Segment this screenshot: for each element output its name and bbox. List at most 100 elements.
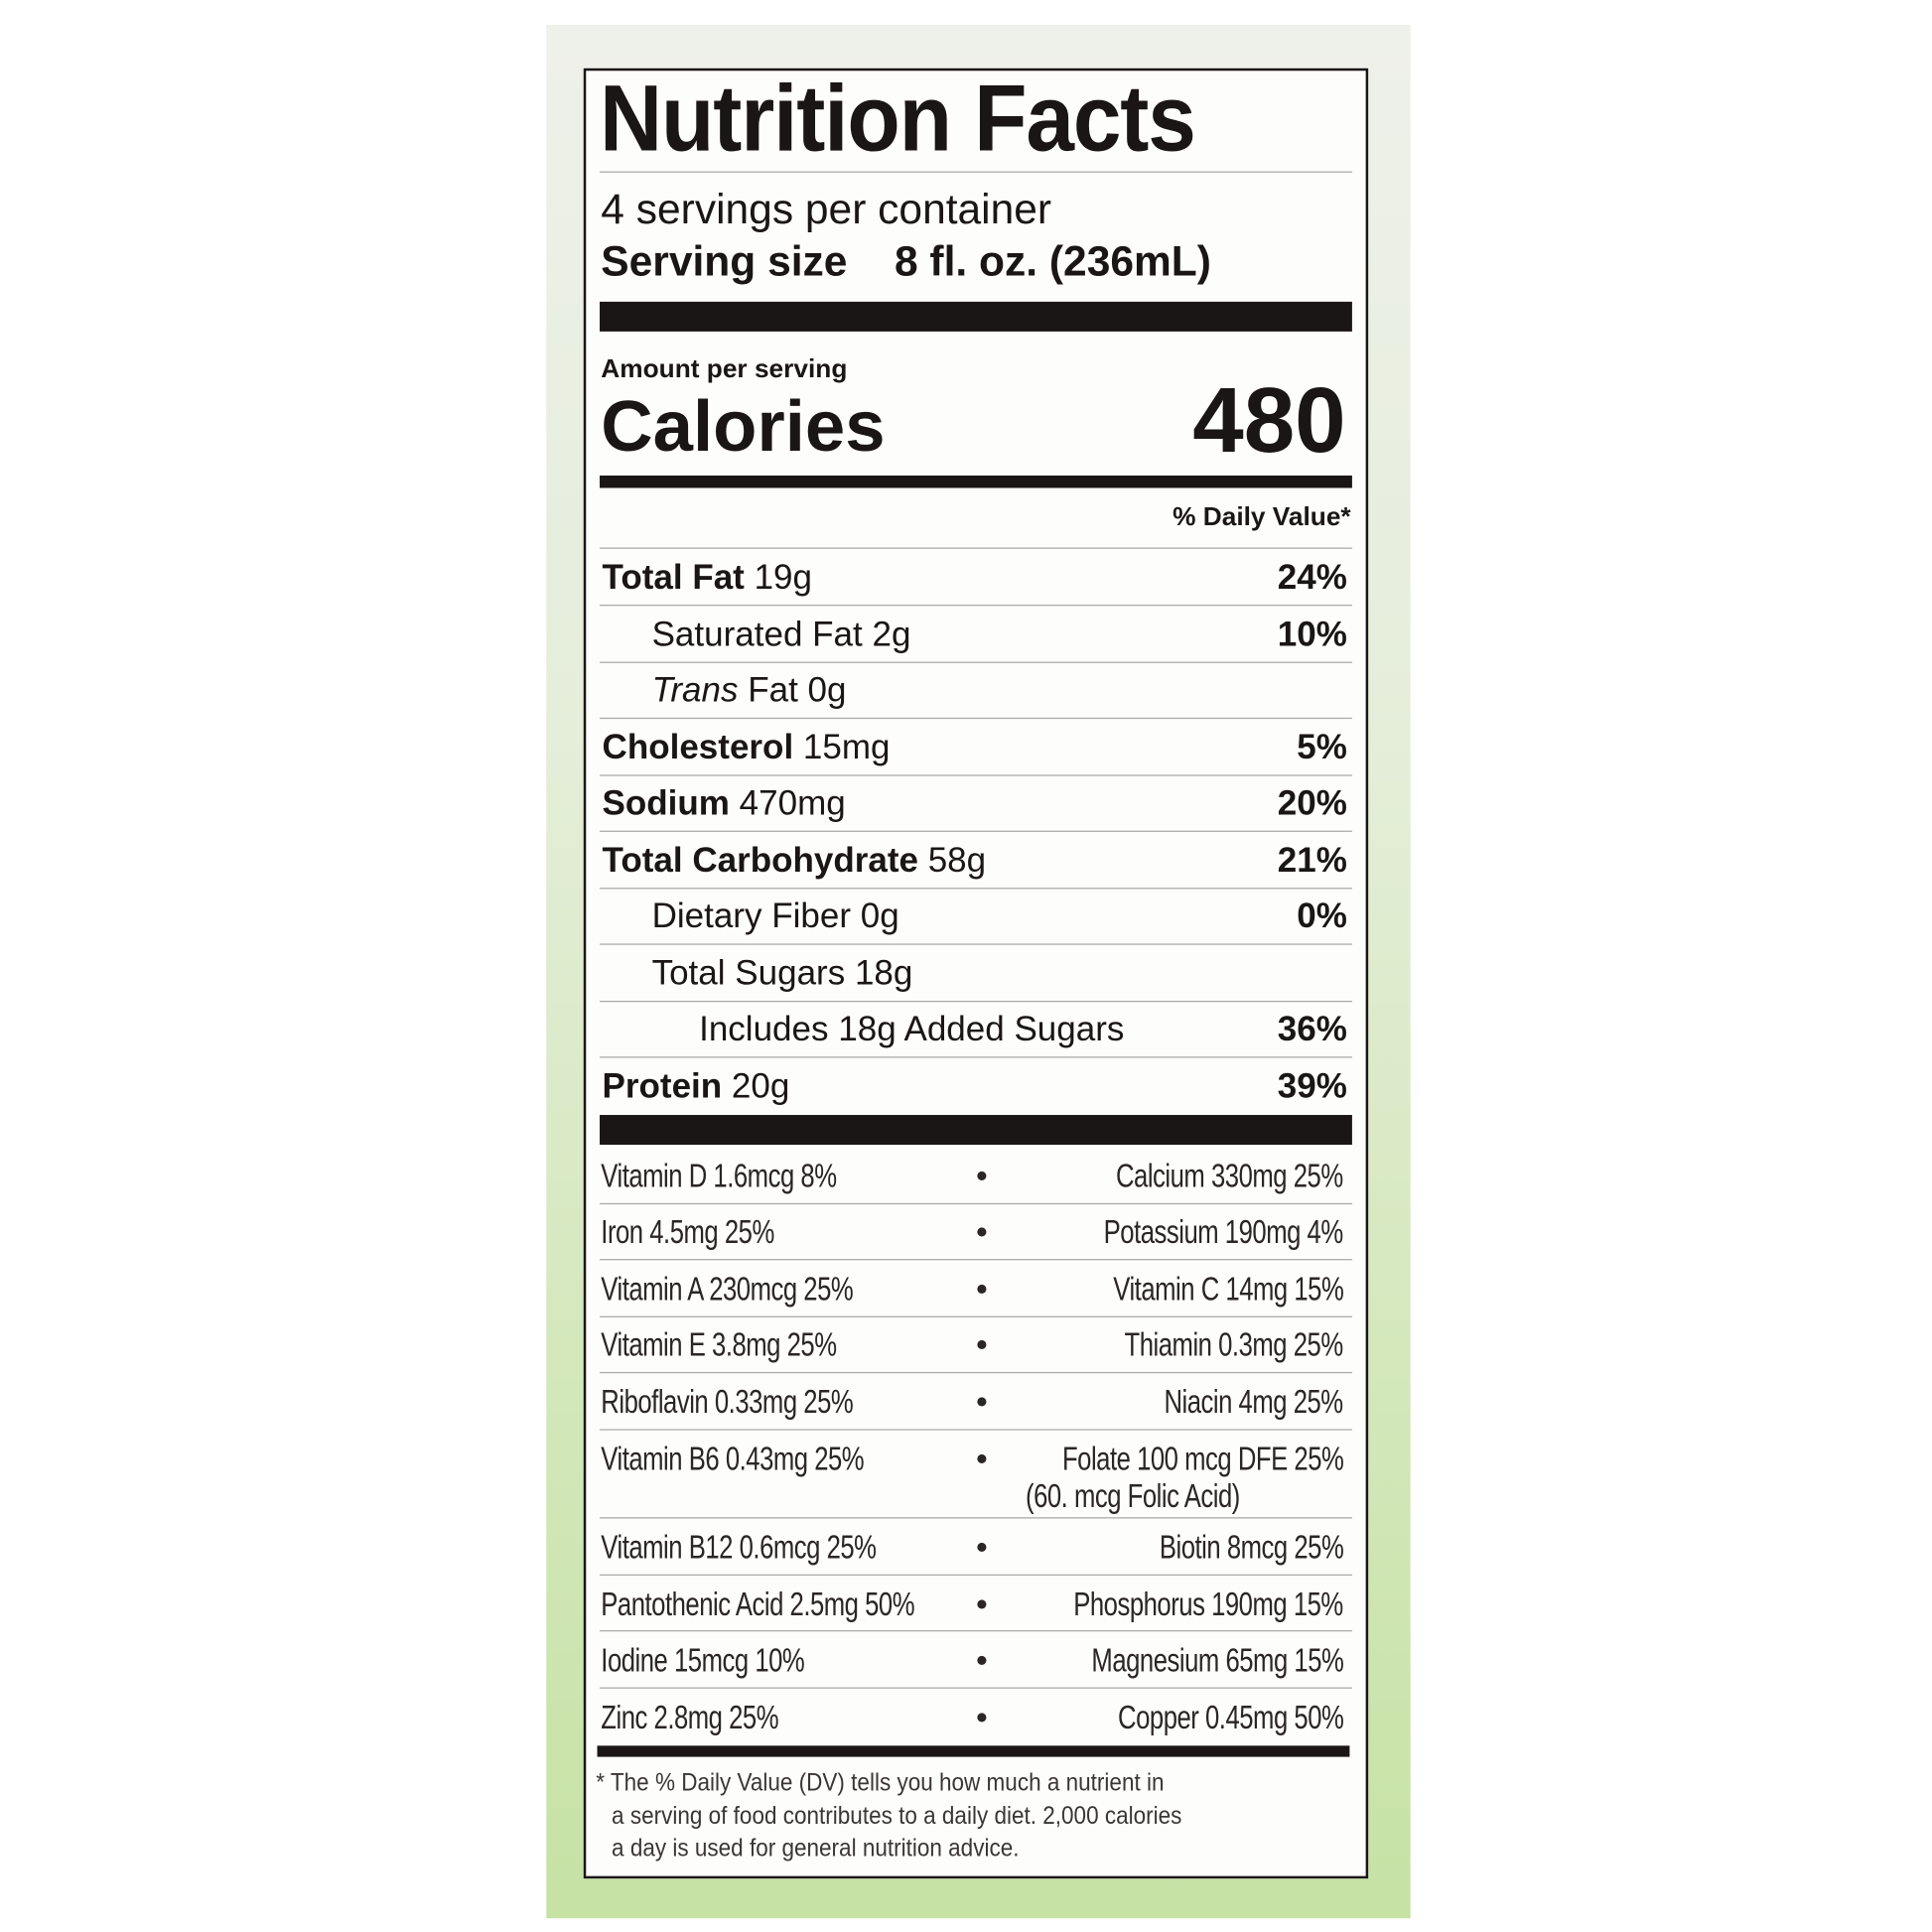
nutrient-daily-value: 36% [1277, 1009, 1347, 1048]
bullet-separator: • [975, 1698, 988, 1736]
divider [600, 1259, 1352, 1261]
vitamin-right: Thiamin 0.3mg 25% [1124, 1325, 1344, 1364]
nutrient-daily-value: 10% [1277, 614, 1347, 653]
nutrient-name: Cholesterol [602, 727, 794, 765]
nutrient-amount: 58g [927, 840, 987, 879]
vitamin-left: Iron 4.5mg 25% [601, 1212, 774, 1251]
nutrient-row: Protein 20g 39% [603, 1057, 1347, 1113]
nutrient-name: Dietary Fiber [651, 896, 851, 935]
nutrient-row: Trans Fat 0g [603, 662, 1347, 718]
nutrient-name: Sodium [602, 783, 730, 822]
bullet-separator: • [975, 1325, 988, 1364]
calories-label: Calories [601, 385, 886, 468]
vitamin-right: Calcium 330mg 25% [1116, 1157, 1344, 1195]
daily-value-header: % Daily Value* [1173, 502, 1351, 532]
vitamin-right: Vitamin C 14mg 15% [1113, 1270, 1344, 1308]
serving-size-label: Serving size [601, 238, 848, 286]
nutrition-facts-panel [583, 68, 1369, 1879]
nutrient-row: Total Fat 19g 24% [603, 549, 1347, 605]
nutrient-daily-value: 21% [1277, 840, 1347, 879]
vitamin-left: Vitamin D 1.6mcg 8% [601, 1157, 837, 1195]
vitamin-right: Biotin 8mcg 25% [1159, 1528, 1344, 1567]
divider [600, 605, 1352, 607]
bullet-separator: • [975, 1641, 988, 1679]
nutrient-name: Protein [602, 1065, 723, 1105]
divider [600, 1574, 1352, 1577]
nutrient-name: Total Carbohydrate [602, 840, 918, 879]
divider [600, 1000, 1352, 1002]
vitamin-right: Magnesium 65mg 15% [1091, 1641, 1344, 1679]
nutrient-daily-value: 20% [1277, 783, 1347, 822]
divider [600, 943, 1352, 945]
divider [600, 1315, 1352, 1317]
calories-value: 480 [1192, 368, 1346, 473]
nutrient-amount: 20g [731, 1065, 790, 1105]
divider [600, 1630, 1352, 1632]
nutrient-daily-value: 24% [1277, 557, 1347, 597]
nutrient-amount: 0g [860, 896, 899, 935]
vitamin-left: Vitamin B6 0.43mg 25% [601, 1440, 865, 1478]
divider [600, 660, 1352, 663]
nutrient-name-suffix: Fat [748, 670, 798, 710]
bullet-separator: • [975, 1440, 988, 1478]
vitamin-row: Zinc 2.8mg 25% • Copper 0.45mg 50% [601, 1696, 1345, 1738]
divider [600, 171, 1352, 173]
thick-divider [600, 1115, 1352, 1146]
divider [600, 1056, 1352, 1058]
vitamin-right: Copper 0.45mg 50% [1117, 1698, 1344, 1736]
bullet-separator: • [975, 1270, 988, 1308]
vitamin-row: Vitamin E 3.8mg 25% • Thiamin 0.3mg 25% [601, 1323, 1345, 1366]
vitamin-left: Vitamin E 3.8mg 25% [601, 1325, 837, 1364]
divider [600, 887, 1352, 889]
divider [600, 773, 1352, 775]
vitamin-left: Vitamin A 230mcg 25% [601, 1270, 854, 1308]
nutrient-row: Cholesterol 15mg 5% [603, 718, 1347, 773]
bullet-separator: • [975, 1383, 988, 1421]
bullet-separator: • [975, 1212, 988, 1251]
thick-divider [600, 301, 1352, 332]
vitamin-right: Folate 100 mcg DFE 25% [1061, 1440, 1344, 1478]
nutrient-daily-value: 5% [1297, 727, 1347, 765]
divider [600, 1202, 1352, 1205]
nutrient-row: Sodium 470mg 20% [603, 774, 1347, 830]
vitamin-row: Riboflavin 0.33mg 25% • Niacin 4mg 25% [601, 1381, 1345, 1424]
bullet-separator: • [975, 1528, 988, 1567]
nutrient-amount: 15mg [802, 727, 891, 765]
vitamin-row: Iodine 15mcg 10% • Magnesium 65mg 15% [601, 1639, 1345, 1682]
serving-size-value: 8 fl. oz. (236mL) [894, 238, 1211, 286]
nutrient-name: Total Fat [602, 557, 745, 597]
amount-per-serving: Amount per serving [601, 354, 848, 384]
medium-divider [600, 475, 1352, 488]
divider [600, 1371, 1352, 1374]
footnote-line: a serving of food contributes to a daily… [612, 1802, 1182, 1830]
nutrient-row: Dietary Fiber 0g 0% [603, 888, 1347, 943]
vitamin-row: Vitamin B6 0.43mg 25% • Folate 100 mcg DFE… [601, 1438, 1345, 1515]
nutrient-amount: 0g [807, 670, 847, 710]
bullet-separator: • [975, 1157, 988, 1195]
vitamin-left: Iodine 15mcg 10% [601, 1641, 805, 1679]
vitamin-left: Riboflavin 0.33mg 25% [601, 1383, 854, 1421]
divider [600, 1517, 1352, 1519]
vitamin-right-note: (60. mcg Folic Acid) [1025, 1477, 1240, 1515]
serving-size: Serving size 8 fl. oz. (236mL) [601, 238, 1211, 287]
vitamin-row: Vitamin A 230mcg 25% • Vitamin C 14mg 15% [601, 1268, 1345, 1311]
nutrient-name: Includes 18g Added Sugars [699, 1009, 1125, 1048]
nutrient-amount: 2g [872, 614, 911, 653]
medium-divider [597, 1745, 1350, 1757]
bullet-separator: • [975, 1586, 988, 1623]
nutrient-name: Saturated Fat [651, 614, 863, 653]
nutrient-daily-value: 0% [1297, 896, 1347, 935]
vitamin-right: Phosphorus 190mg 15% [1073, 1586, 1344, 1623]
nutrient-name: Trans [651, 670, 739, 710]
footnote-line: a day is used for general nutrition advi… [612, 1835, 1020, 1863]
divider [600, 1429, 1352, 1431]
vitamin-row: Vitamin B12 0.6mcg 25% • Biotin 8mcg 25% [601, 1526, 1345, 1569]
footnote: * The % Daily Value (DV) tells you how m… [596, 1767, 1353, 1865]
vitamin-right: Niacin 4mg 25% [1164, 1383, 1344, 1421]
nutrient-row: Includes 18g Added Sugars 36% [603, 1001, 1347, 1056]
vitamin-row: Vitamin D 1.6mcg 8% • Calcium 330mg 25% [601, 1155, 1345, 1197]
divider [600, 1687, 1352, 1689]
vitamin-left: Zinc 2.8mg 25% [601, 1698, 779, 1736]
label-title: Nutrition Facts [600, 66, 1196, 172]
